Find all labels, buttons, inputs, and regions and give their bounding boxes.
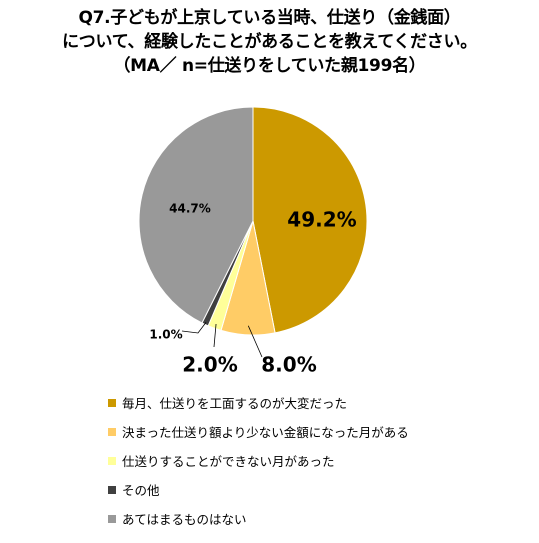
legend-label: 決まった仕送り額より少ない金額になった月がある	[122, 425, 409, 440]
legend-item: 決まった仕送り額より少ない金額になった月がある	[108, 417, 409, 446]
legend-swatch	[108, 456, 116, 465]
legend-item: その他	[108, 475, 409, 504]
slice-value-label: 2.0%	[182, 353, 237, 377]
chart-title-line-3: （MA／ n=仕送りをしていた親199名）	[113, 56, 426, 76]
chart-title: Q7.子どもが上京している当時、仕送り（金銭面） について、経験したことがあるこ…	[0, 6, 539, 78]
legend-swatch	[108, 398, 116, 407]
legend-swatch	[108, 485, 116, 494]
leader-line	[181, 322, 207, 334]
slice-value-label: 44.7%	[169, 202, 211, 216]
leader-line	[213, 323, 217, 348]
legend-label: 毎月、仕送りを工面するのが大変だった	[122, 396, 348, 411]
leader-lines	[181, 322, 263, 358]
legend-label: あてはまるものはない	[122, 512, 247, 527]
legend-item: あてはまるものはない	[108, 504, 409, 533]
chart-title-line-2: について、経験したことがあることを教えてください。	[62, 32, 477, 52]
legend-item: 仕送りすることができない月があった	[108, 446, 409, 475]
slice-labels: 49.2% 8.0% 2.0%1.0% 44.7%	[149, 202, 356, 377]
slice-value-label: 49.2%	[287, 208, 356, 232]
legend-swatch	[108, 514, 116, 523]
legend-label: その他	[122, 483, 160, 498]
chart-title-line-1: Q7.子どもが上京している当時、仕送り（金銭面）	[78, 8, 461, 28]
slice-value-label: 8.0%	[261, 353, 316, 377]
slice-value-label: 1.0%	[149, 328, 182, 342]
leader-line	[247, 325, 263, 358]
legend-label: 仕送りすることができない月があった	[122, 454, 335, 469]
legend-swatch	[108, 427, 116, 436]
pie-chart: 49.2% 8.0% 2.0%1.0% 44.7%	[138, 106, 368, 377]
chart-legend: 毎月、仕送りを工面するのが大変だった決まった仕送り額より少ない金額になった月があ…	[108, 388, 409, 533]
pie-slice	[138, 106, 254, 324]
legend-item: 毎月、仕送りを工面するのが大変だった	[108, 388, 409, 417]
pie-slice	[252, 106, 368, 334]
pie-slices	[138, 106, 368, 336]
